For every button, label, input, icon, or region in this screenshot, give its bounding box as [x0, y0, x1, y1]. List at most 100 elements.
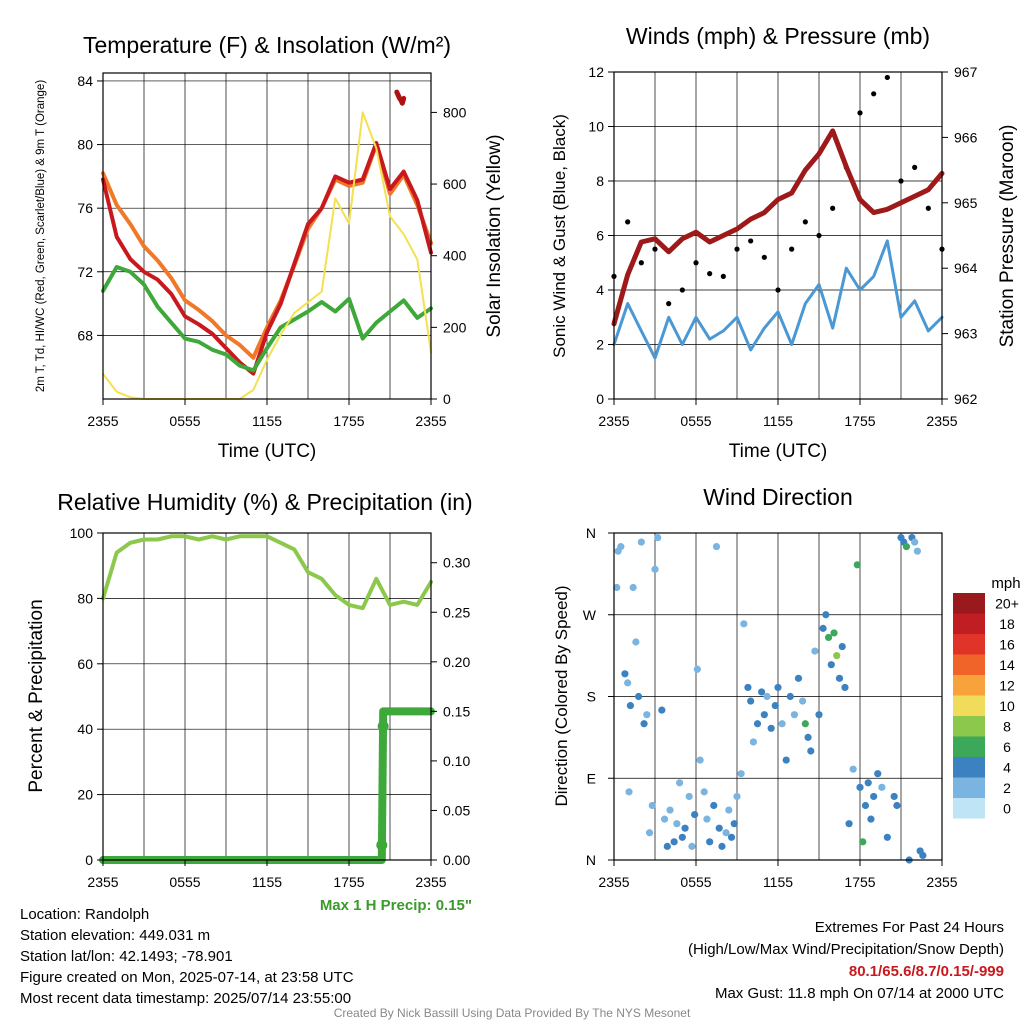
direction-point: [835, 674, 844, 682]
gust-point: [830, 205, 836, 211]
winds-y-label: Sonic Wind & Gust (Blue, Black): [550, 114, 569, 358]
figure-created: Figure created on Mon, 2025-07-14, at 23…: [20, 969, 354, 986]
direction-point: [670, 838, 678, 846]
wind-direction-points: [613, 533, 927, 864]
direction-point: [911, 538, 919, 546]
wind-direction-grid: [613, 532, 943, 861]
direction-point: [861, 801, 870, 810]
legend-swatch: [953, 716, 985, 737]
humidity-y-tick-label: 80: [77, 590, 93, 606]
direction-point: [822, 611, 830, 619]
direction-point: [893, 801, 901, 810]
direction-point: [864, 779, 872, 787]
winds-x-tick-label: 2355: [598, 413, 629, 429]
direction-point: [760, 711, 768, 719]
direction-point: [666, 806, 674, 814]
direction-point: [799, 697, 807, 705]
gust-point: [720, 273, 726, 279]
direction-point: [830, 629, 838, 637]
temperature-y-tick-label: 72: [77, 264, 93, 280]
winds-x-tick-label: 2355: [926, 413, 957, 429]
station-latlon: Station lat/lon: 42.1493; -78.901: [20, 948, 233, 965]
extremes-subtitle: (High/Low/Max Wind/Precipitation/Snow De…: [688, 941, 1004, 958]
direction-point: [859, 838, 867, 846]
legend-swatch: [953, 654, 985, 675]
legend-label: 12: [999, 677, 1015, 693]
direction-point: [913, 547, 922, 555]
winds-y-tick-label: 6: [596, 228, 604, 244]
wind-direction-x-tick-label: 1155: [763, 874, 793, 890]
legend-label: 10: [999, 698, 1015, 714]
winds-grid: [613, 71, 943, 400]
direction-point: [654, 533, 662, 542]
precipitation-y2-tick-label: 0.15: [443, 703, 470, 719]
legend-label: 16: [999, 636, 1015, 652]
direction-point: [790, 711, 799, 719]
pressure-y2-tick-label: 964: [954, 260, 978, 276]
winds-x-tick-label: 0555: [680, 413, 711, 429]
solar-y2-tick-label: 200: [443, 319, 467, 335]
direction-point: [774, 683, 782, 692]
gust-point: [761, 254, 767, 260]
series-line-td: [101, 265, 433, 373]
direction-point: [890, 792, 898, 801]
precipitation-y2-tick-label: 0.20: [443, 654, 470, 670]
direction-point: [688, 842, 696, 850]
direction-point: [801, 720, 809, 728]
winds-y-tick-label: 8: [596, 173, 604, 189]
direction-point: [681, 824, 689, 832]
wind-direction-y-tick-label: N: [586, 852, 596, 868]
direction-point: [853, 561, 861, 569]
gust-point: [679, 287, 685, 293]
humidity-y-label: Percent & Precipitation: [26, 599, 47, 792]
direction-point: [778, 720, 786, 728]
humidity-panel: Relative Humidity (%) & Precipitation (i…: [26, 489, 473, 914]
direction-point: [740, 620, 748, 628]
direction-point: [685, 792, 693, 801]
direction-point: [663, 842, 671, 850]
direction-point: [626, 701, 635, 710]
pressure-y2-tick-label: 965: [954, 195, 978, 211]
winds-axis-ticks: 2355 0555 1155 1755 2355 0 2 4 6 8 10 12 962 963 964 96…: [588, 64, 977, 429]
gust-point: [898, 178, 904, 184]
direction-point: [819, 624, 827, 632]
direction-point: [706, 838, 714, 846]
humidity-y-tick-label: 40: [77, 721, 93, 737]
direction-point: [763, 692, 771, 701]
direction-point: [758, 688, 766, 696]
gust-point: [775, 287, 781, 293]
winds-y-tick-label: 12: [588, 64, 604, 80]
direction-point: [786, 692, 794, 701]
precipitation-y2-tick-label: 0.05: [443, 802, 470, 818]
max-precip-note: Max 1 H Precip: 0.15": [320, 897, 472, 914]
gust-point: [857, 110, 863, 116]
gust-point: [652, 246, 658, 252]
solar-y2-tick-label: 400: [443, 248, 467, 264]
direction-point: [632, 638, 640, 646]
temperature-x-tick-label: 2355: [87, 413, 118, 429]
temperature-x-tick-label: 1155: [252, 413, 282, 429]
direction-point: [691, 810, 699, 819]
direction-point: [733, 792, 741, 801]
direction-point: [856, 783, 864, 791]
legend-swatch: [953, 634, 985, 655]
direction-point: [727, 833, 736, 841]
direction-point: [883, 833, 891, 841]
heat-index-line: [394, 89, 407, 106]
temperature-y-label: 2m T, Td, HI/WC (Red, Green, Scarlet/Blu…: [35, 80, 47, 392]
direction-point: [693, 665, 701, 673]
humidity-x-tick-label: 1755: [333, 874, 364, 890]
direction-point: [676, 779, 684, 787]
winds-y-tick-label: 4: [596, 282, 604, 298]
winds-y-tick-label: 10: [588, 119, 604, 135]
direction-point: [658, 706, 666, 714]
temperature-x-tick-label: 1755: [333, 413, 364, 429]
direction-point: [660, 815, 669, 823]
winds-series: [611, 74, 945, 360]
direction-point: [712, 543, 721, 551]
credit-line: Created By Nick Bassill Using Data Provi…: [333, 1006, 691, 1020]
direction-point: [902, 543, 911, 551]
direction-point: [637, 538, 645, 546]
recent-timestamp: Most recent data timestamp: 2025/07/14 2…: [20, 990, 352, 1007]
direction-point: [744, 683, 752, 692]
